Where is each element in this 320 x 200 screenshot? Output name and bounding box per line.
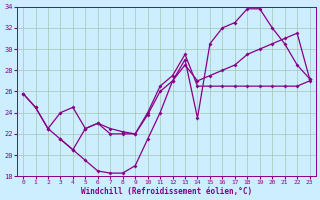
X-axis label: Windchill (Refroidissement éolien,°C): Windchill (Refroidissement éolien,°C) [81, 187, 252, 196]
